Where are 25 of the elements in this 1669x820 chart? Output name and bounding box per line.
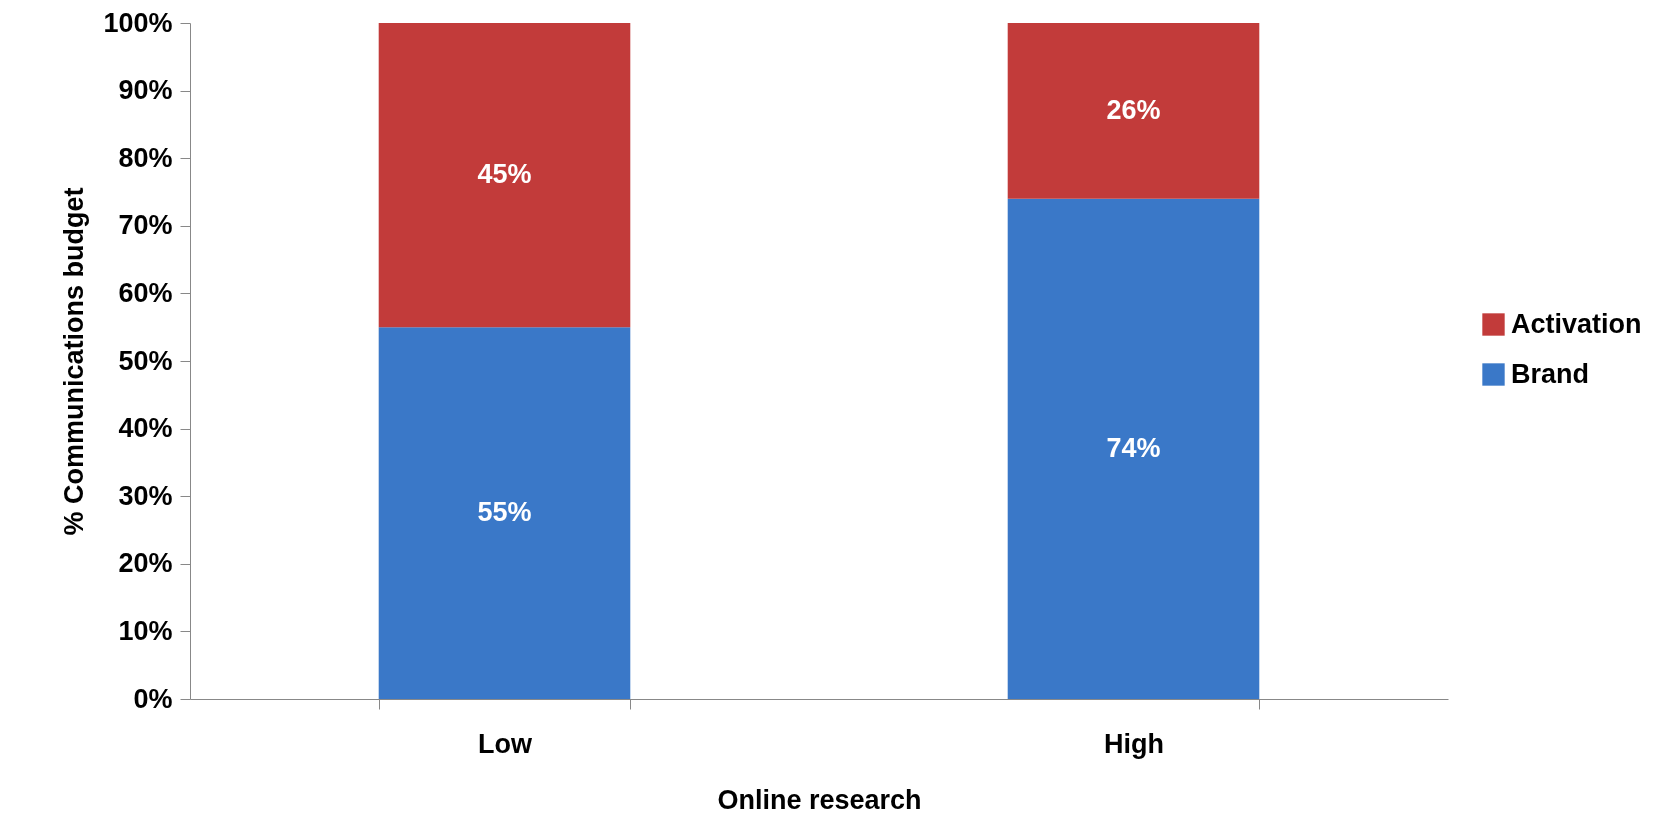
y-tick-label: 90%: [118, 75, 173, 106]
y-tick-label: 60%: [118, 277, 173, 308]
x-axis-title: Online research: [717, 784, 922, 815]
bar: [378, 23, 631, 328]
bar: [1007, 23, 1260, 199]
y-tick-label: 40%: [118, 413, 173, 444]
y-tick-label: 10%: [118, 615, 173, 646]
x-tick-label: Low: [478, 728, 533, 759]
y-tick-label: 30%: [118, 480, 173, 511]
data-label: 26%: [1106, 94, 1161, 125]
data-label: 74%: [1106, 432, 1161, 463]
y-tick-label: 0%: [133, 683, 173, 714]
y-tick-label: 80%: [118, 142, 173, 173]
bar: [1007, 198, 1260, 699]
y-tick-label: 20%: [118, 548, 173, 579]
y-tick-label: 70%: [118, 210, 173, 241]
y-axis-title: % Communications budget: [59, 187, 90, 536]
y-tick-label: 50%: [118, 345, 173, 376]
bar: [378, 327, 631, 699]
x-tick-label: High: [1104, 728, 1164, 759]
legend-label: Brand: [1511, 358, 1590, 389]
data-label: 45%: [477, 159, 532, 190]
legend-label: Activation: [1511, 308, 1642, 339]
y-tick-label: 100%: [103, 7, 173, 38]
data-label: 55%: [477, 497, 532, 528]
